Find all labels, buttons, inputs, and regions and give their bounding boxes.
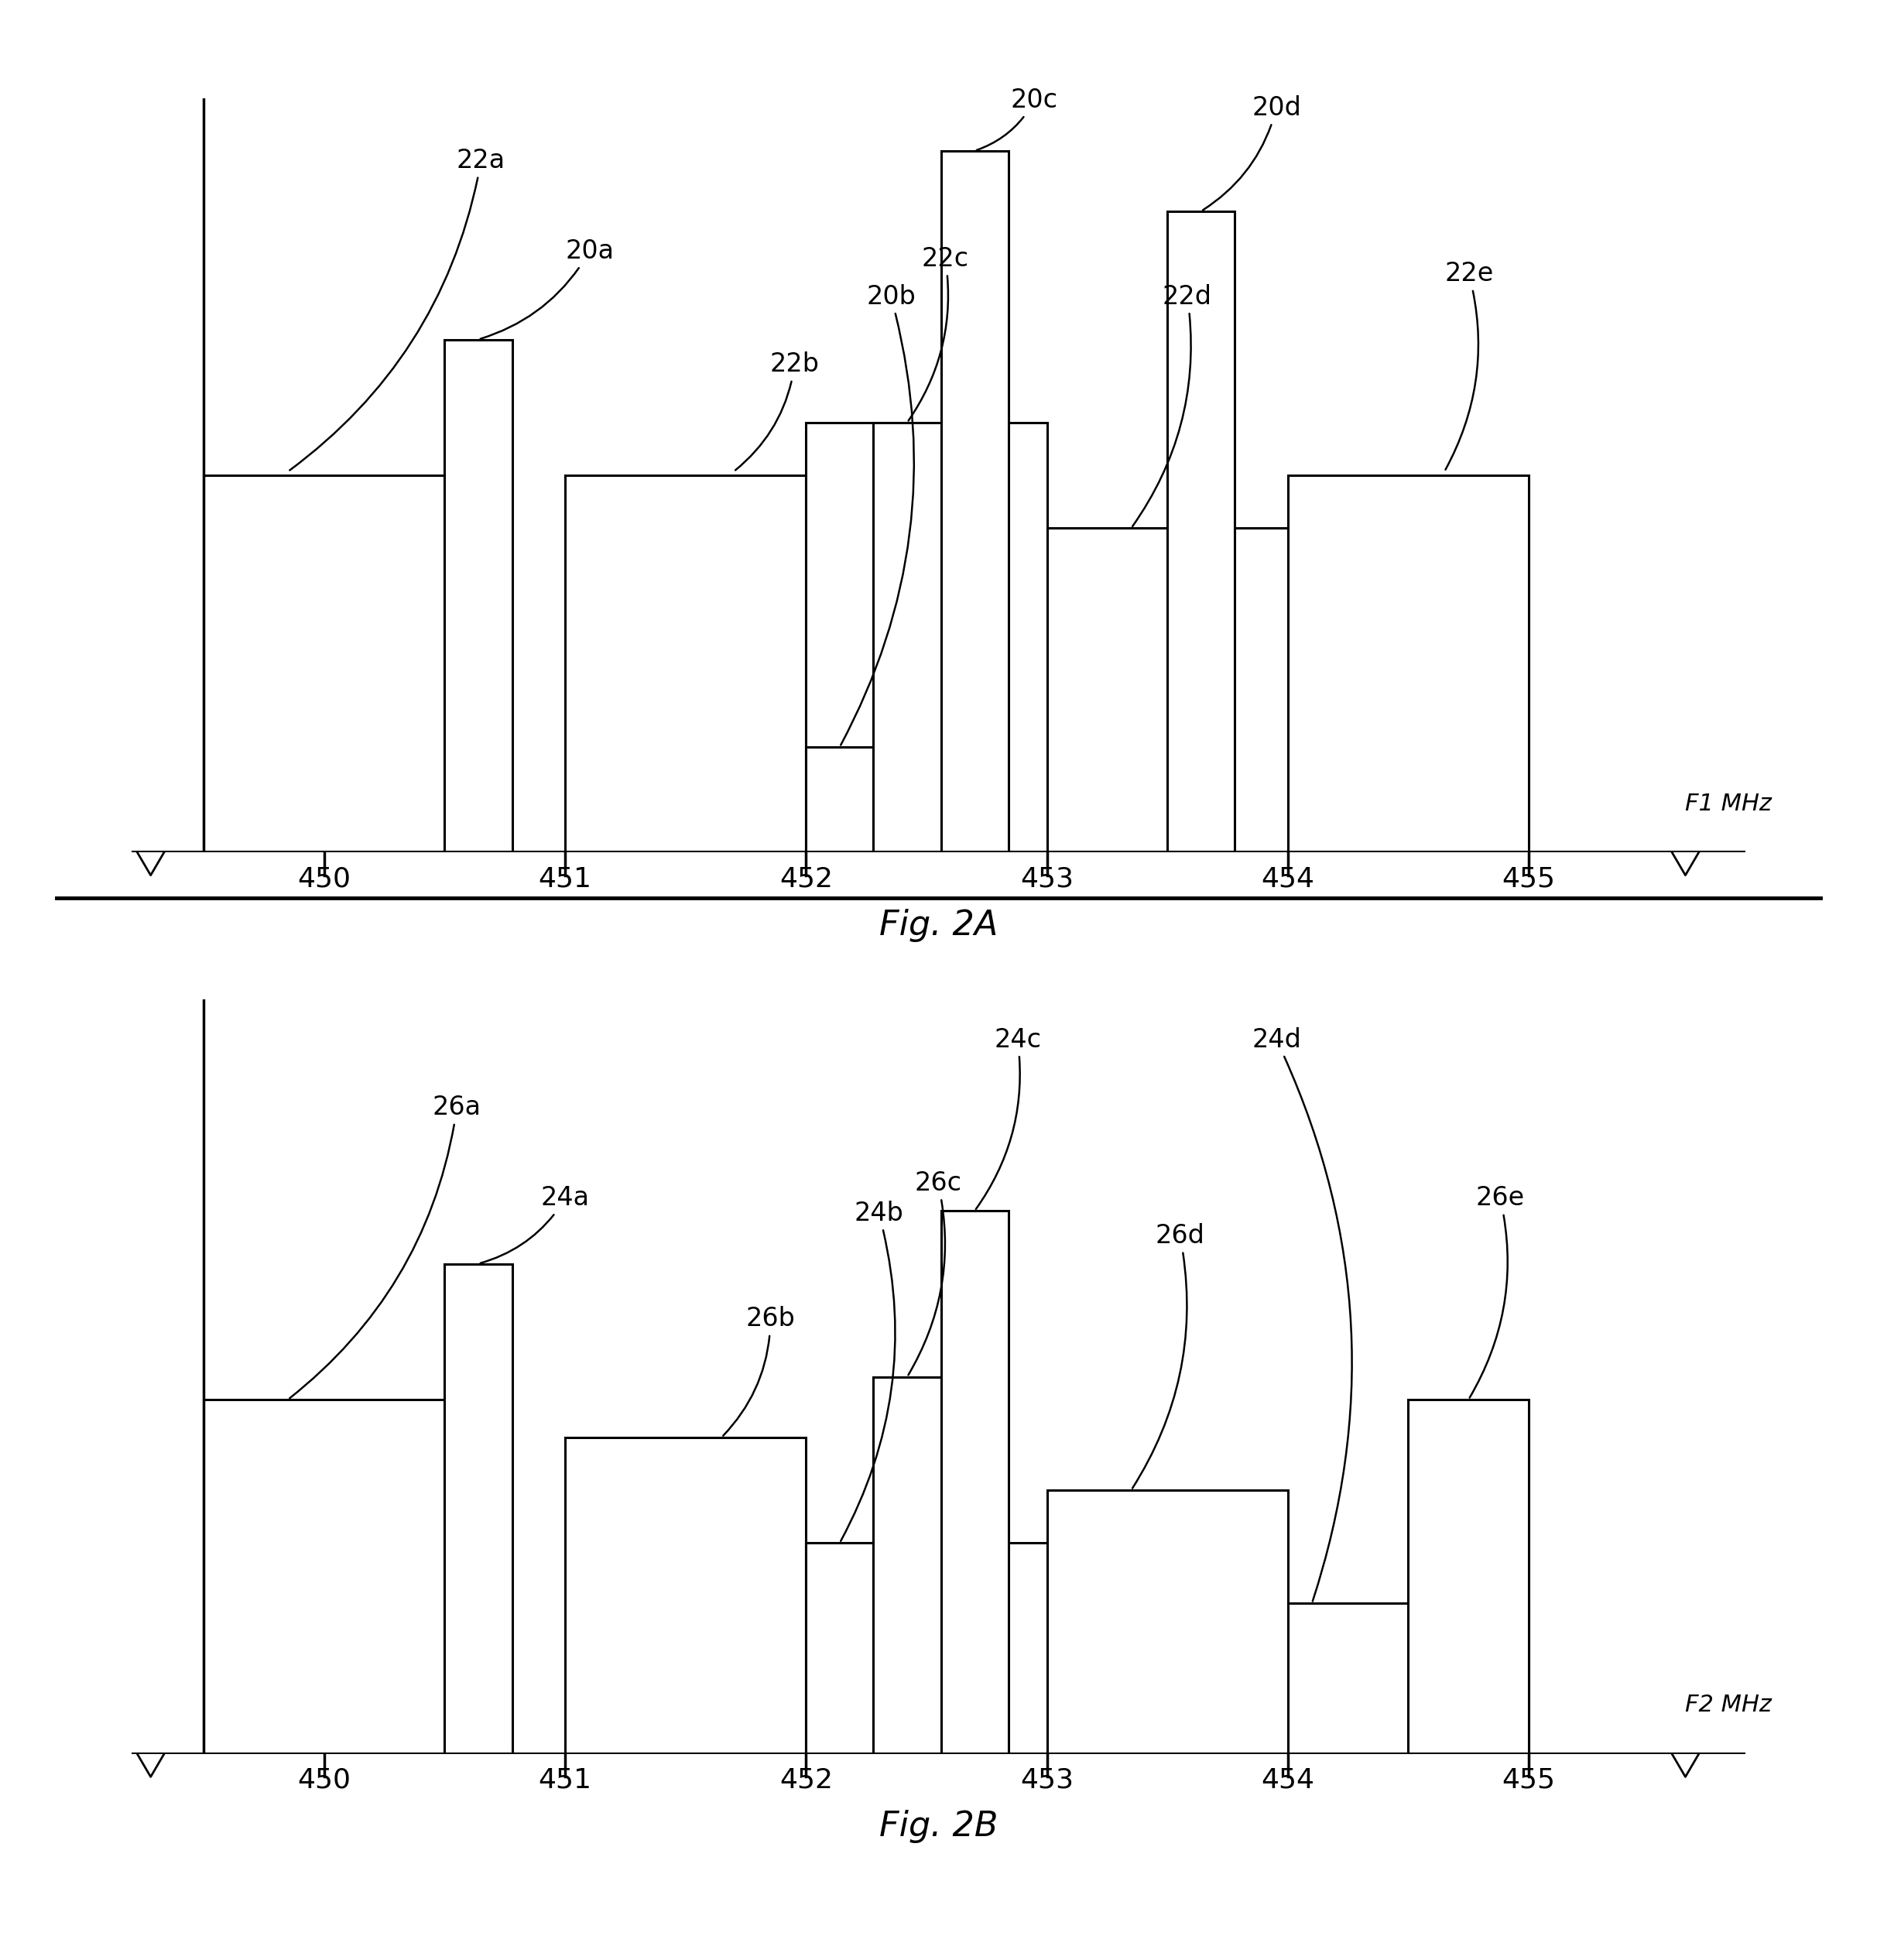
- Bar: [565, 476, 805, 853]
- Text: 24d: 24d: [1252, 1027, 1351, 1601]
- Bar: [1047, 1490, 1288, 1754]
- Bar: [873, 423, 940, 853]
- Text: 26d: 26d: [1132, 1223, 1205, 1488]
- Bar: [1167, 212, 1235, 853]
- Bar: [565, 1437, 805, 1754]
- Bar: [445, 339, 512, 853]
- Text: 22c: 22c: [908, 247, 969, 421]
- Text: 22d: 22d: [1132, 284, 1213, 527]
- Text: Fig. 2A: Fig. 2A: [878, 909, 999, 941]
- Bar: [205, 476, 445, 853]
- Text: 24a: 24a: [481, 1186, 589, 1262]
- Bar: [1047, 527, 1288, 853]
- Bar: [1288, 1603, 1528, 1754]
- Text: 24b: 24b: [841, 1200, 903, 1541]
- Text: 24c: 24c: [976, 1027, 1042, 1209]
- Bar: [940, 151, 1008, 853]
- Text: 22e: 22e: [1445, 261, 1494, 470]
- Text: 20c: 20c: [976, 88, 1059, 151]
- Bar: [1288, 476, 1528, 853]
- Bar: [805, 1543, 1047, 1754]
- Text: 20d: 20d: [1203, 96, 1301, 210]
- Bar: [940, 1211, 1008, 1754]
- Bar: [805, 1543, 873, 1754]
- Bar: [445, 1264, 512, 1754]
- Bar: [205, 1399, 445, 1754]
- Text: F1 MHz: F1 MHz: [1686, 792, 1772, 815]
- Text: 22a: 22a: [289, 147, 505, 470]
- Bar: [1408, 1399, 1528, 1754]
- Text: 20a: 20a: [481, 239, 614, 339]
- Bar: [805, 747, 873, 853]
- Text: 20b: 20b: [841, 284, 916, 745]
- Bar: [805, 423, 1047, 853]
- Text: Fig. 2B: Fig. 2B: [878, 1811, 999, 1842]
- Text: 26e: 26e: [1470, 1186, 1524, 1397]
- Text: 22b: 22b: [736, 351, 820, 470]
- Text: F2 MHz: F2 MHz: [1686, 1693, 1772, 1717]
- Text: 26b: 26b: [723, 1305, 796, 1437]
- Bar: [873, 1376, 940, 1754]
- Text: 26c: 26c: [908, 1170, 961, 1376]
- Text: 26a: 26a: [289, 1096, 481, 1397]
